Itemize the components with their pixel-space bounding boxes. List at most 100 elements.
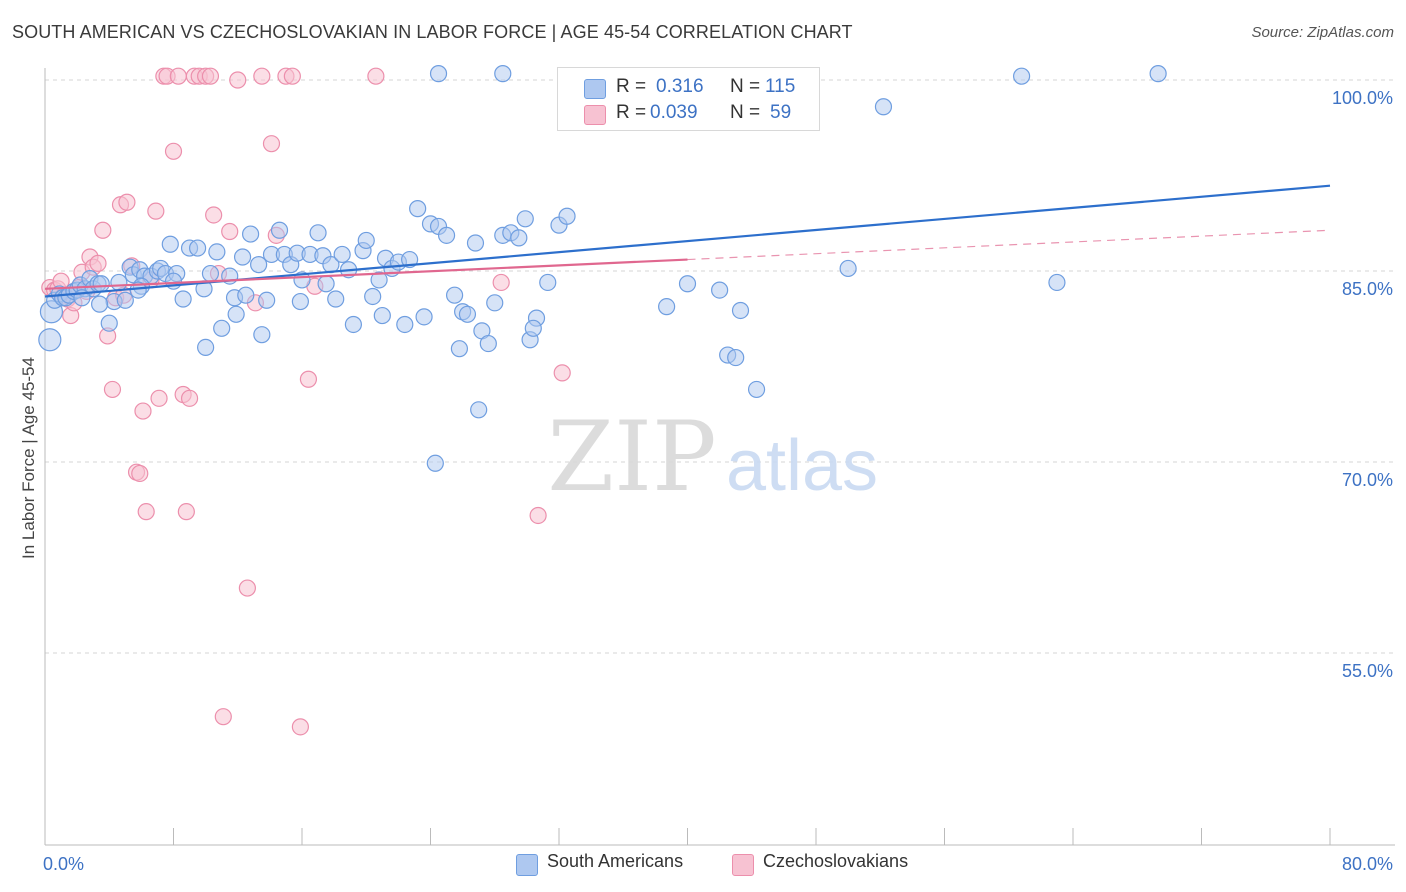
y-tick-label: 85.0% [1342, 279, 1393, 299]
czechoslovakian-point [134, 402, 152, 420]
south-american-point [38, 328, 62, 352]
czechoslovakian-point [238, 579, 256, 597]
south-american-point [437, 226, 456, 244]
czechoslovakian-point [553, 364, 571, 382]
trend-lines [44, 184, 1331, 298]
south-american-point [727, 348, 745, 367]
legend-swatch-pink [584, 105, 606, 125]
south-american-point [510, 229, 528, 247]
czechoslovakian-point [169, 67, 187, 85]
czechoslovakian-point [221, 222, 239, 241]
south-american-point [91, 295, 109, 313]
south-american-point [524, 319, 542, 337]
south-american-point [678, 275, 697, 293]
south-american-point [658, 298, 676, 316]
grid-lines [45, 79, 1395, 654]
south-american-point [188, 239, 207, 257]
south-american-point [874, 98, 893, 116]
south-american-point [415, 308, 433, 326]
bottom-legend-label: Czechoslovakians [763, 851, 909, 871]
south-american-point [364, 287, 382, 306]
bottom-legend-swatch-pink [732, 854, 754, 876]
south-american-point [396, 315, 414, 334]
legend-r-value: 0.316 [656, 76, 704, 97]
czechoslovakian-point [214, 708, 232, 726]
legend: R = 0.316 N = 115 R = 0.039 N = 59 [557, 67, 820, 131]
south-american-point [291, 292, 309, 311]
south-american-point [110, 273, 128, 292]
legend-r-label: R = [616, 102, 647, 123]
south-american-point [558, 207, 576, 225]
czechoslovakian-point [367, 67, 385, 85]
y-axis-label: In Labor Force | Age 45-54 [19, 357, 38, 559]
czechoslovakian-point [147, 202, 165, 220]
south-american-point [479, 334, 497, 353]
south-american-point [470, 401, 488, 419]
y-tick-label: 70.0% [1342, 470, 1393, 490]
south-american-point [333, 245, 351, 264]
south-american-point [539, 273, 557, 292]
south-american-point [429, 65, 448, 83]
chart-title: SOUTH AMERICAN VS CZECHOSLOVAKIAN IN LAB… [12, 22, 853, 42]
y-tick-label: 100.0% [1332, 88, 1393, 108]
czechoslovakian-point [492, 273, 510, 292]
south-american-point [370, 271, 388, 289]
south-american-point [237, 286, 255, 304]
south-american-point [92, 275, 110, 293]
south-american-point [242, 225, 260, 243]
chart-source: Source: ZipAtlas.com [1251, 24, 1394, 41]
south-american-point [317, 275, 335, 293]
czechoslovakian-point [205, 206, 223, 224]
south-american-point [450, 340, 469, 358]
legend-r-label: R = [616, 76, 647, 97]
bottom-legend-swatch-blue [516, 854, 538, 876]
legend-swatch-blue [584, 79, 606, 99]
czechoslovakian-point [177, 503, 195, 521]
south-american-point [839, 259, 857, 278]
czechoslovakian-point [180, 389, 199, 407]
czechoslovakian-point [164, 142, 183, 160]
czechoslovakian-point [137, 503, 155, 521]
czechoslovakian-point [201, 67, 220, 85]
legend-n-value: 59 [770, 102, 792, 123]
south-american-point [409, 200, 427, 218]
south-american-point [100, 314, 118, 332]
legend-n-label: N = [730, 76, 761, 97]
south-american-point [344, 315, 362, 334]
czechoslovakian-point [529, 506, 547, 525]
south-american-point [270, 221, 289, 239]
czechoslovakian-point [299, 370, 318, 388]
south-american-point [258, 291, 276, 309]
y-tick-label: 55.0% [1342, 661, 1393, 681]
czechoslovakian-point [150, 389, 168, 407]
czechoslovakian-point [89, 254, 107, 272]
south-american-point [174, 290, 192, 308]
czechoslovakian-point [262, 135, 281, 153]
south-american-point [466, 234, 485, 252]
czechoslovakian-point [283, 67, 301, 85]
axes [44, 68, 1395, 846]
south-american-point [711, 281, 729, 299]
watermark-atlas: atlas [726, 426, 878, 506]
tick-labels: 100.0% 85.0% 70.0% 55.0% 0.0% 80.0% [43, 88, 1393, 874]
bottom-legend-label: South Americans [547, 851, 684, 871]
south-american-point [309, 224, 327, 242]
czechoslovakian-point [94, 221, 112, 239]
czechoslovakian-point [229, 71, 247, 89]
czechoslovakian-point [291, 718, 309, 736]
south-american-point [747, 380, 766, 399]
watermark-zip: ZIP [547, 401, 716, 513]
south-american-point [494, 65, 512, 83]
czechoslovakians-trend-line [44, 258, 688, 290]
south-american-point [201, 264, 220, 283]
south-american-point [426, 454, 444, 472]
x-tick-label: 80.0% [1342, 854, 1393, 874]
south-american-point [233, 248, 252, 266]
watermark: ZIP atlas [547, 401, 878, 513]
south-american-point [253, 326, 271, 344]
czechoslovakian-point [253, 67, 271, 85]
czechoslovakian-point [131, 464, 149, 483]
south-american-point [197, 338, 215, 356]
x-tick-label: 0.0% [43, 854, 84, 874]
